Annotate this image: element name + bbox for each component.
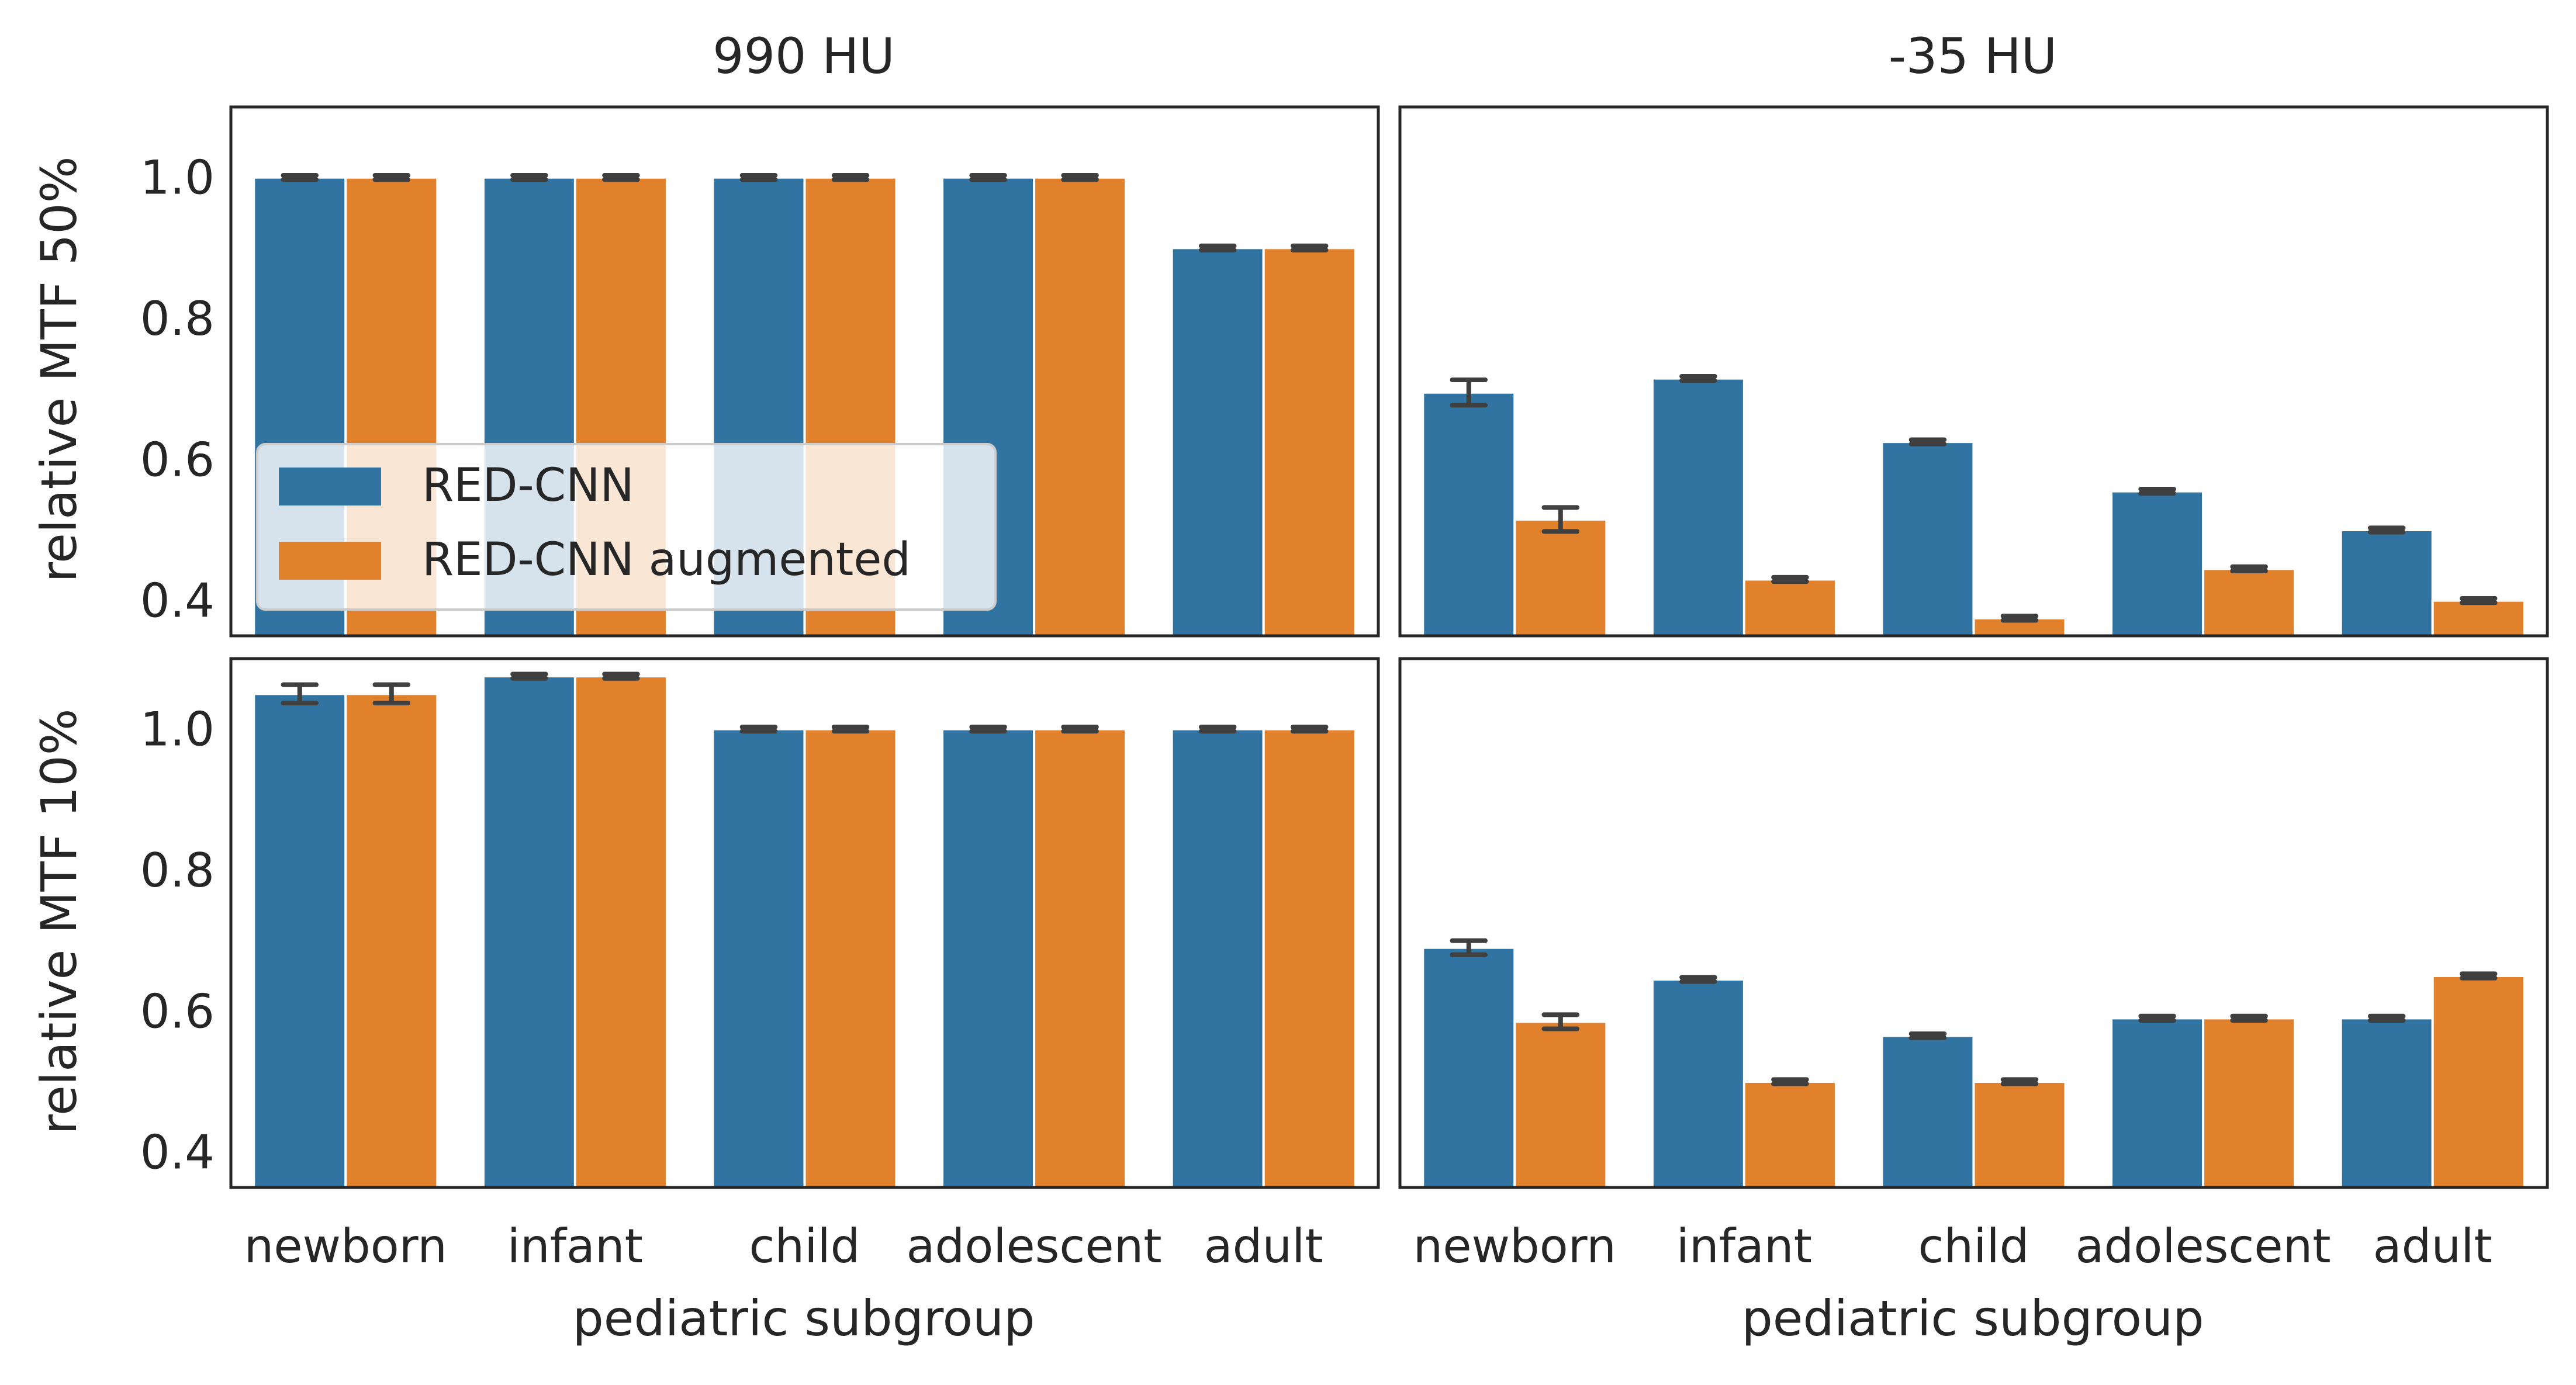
bar-newborn-series-0 <box>1422 946 1516 1187</box>
bar-child-series-0 <box>711 728 806 1187</box>
bar-adolescent-series-1 <box>1033 176 1128 636</box>
bar-adult-series-0 <box>2339 529 2434 636</box>
ytick-label-0: 0.4 <box>140 574 215 628</box>
bars-group <box>1422 946 2526 1187</box>
legend-label-red-cnn: RED-CNN <box>422 459 634 512</box>
legend-swatch-red-cnn-augmented <box>279 542 381 580</box>
bar-adult-series-0 <box>2339 1017 2434 1187</box>
chart-panel-3: newborn infant child adolescent adult <box>1398 657 2549 1273</box>
ylabel-mtf10: relative MTF 10% <box>30 708 88 1134</box>
bar-child-series-0 <box>1880 1034 1975 1187</box>
bar-adolescent-series-0 <box>941 728 1036 1187</box>
bars-group <box>1422 377 2526 636</box>
xtick-label-newborn: newborn <box>244 1219 447 1273</box>
bar-infant-series-1 <box>1742 1081 1837 1187</box>
bar-adolescent-series-1 <box>2202 1017 2297 1187</box>
bar-child-series-1 <box>803 728 898 1187</box>
bar-adult-series-1 <box>1262 728 1357 1187</box>
ytick-label-3: 1.0 <box>140 702 215 757</box>
xtick-label-child: child <box>1918 1219 2029 1273</box>
column-title-990hu: 990 HU <box>713 27 895 85</box>
bar-infant-series-0 <box>1651 377 1745 636</box>
bar-adult-series-1 <box>2431 599 2526 636</box>
xtick-label-newborn: newborn <box>1413 1219 1616 1273</box>
bar-adult-series-1 <box>2431 975 2526 1187</box>
bar-infant-series-1 <box>573 675 668 1187</box>
bar-newborn-series-1 <box>344 692 439 1187</box>
bar-newborn-series-1 <box>1513 1020 1608 1187</box>
legend: RED-CNN RED-CNN augmented <box>256 443 997 611</box>
ytick-label-3: 1.0 <box>140 151 215 205</box>
axes-frame <box>1398 105 2549 638</box>
legend-label-red-cnn-augmented: RED-CNN augmented <box>422 534 911 586</box>
bar-child-series-1 <box>1972 1081 2067 1187</box>
bar-adolescent-series-0 <box>2110 1017 2205 1187</box>
ytick-label-2: 0.8 <box>140 843 215 898</box>
bar-newborn-series-0 <box>253 692 347 1187</box>
bar-adult-series-0 <box>1170 728 1265 1187</box>
bar-infant-series-0 <box>482 675 576 1187</box>
axes-frame <box>229 105 1380 638</box>
bar-adult-series-1 <box>1262 247 1357 636</box>
xtick-label-infant: infant <box>507 1219 643 1273</box>
xtick-label-adult: adult <box>2373 1219 2492 1273</box>
bar-infant-series-0 <box>1651 978 1745 1187</box>
xlabel-left: pediatric subgroup <box>572 1290 1035 1347</box>
ytick-label-0: 0.4 <box>140 1126 215 1180</box>
axes-frame <box>229 657 1380 1189</box>
xlabel-right: pediatric subgroup <box>1741 1290 2204 1347</box>
ytick-label-1: 0.6 <box>140 984 215 1038</box>
bar-adolescent-series-0 <box>2110 490 2205 636</box>
ytick-label-2: 0.8 <box>140 292 215 346</box>
bar-infant-series-1 <box>1742 578 1837 636</box>
chart-panel-1 <box>1398 105 2549 638</box>
axes-frame <box>1398 657 2549 1189</box>
bar-adolescent-series-1 <box>1033 728 1128 1187</box>
bar-newborn-series-0 <box>1422 391 1516 636</box>
legend-swatch-red-cnn <box>279 468 381 505</box>
bar-adult-series-0 <box>1170 247 1265 636</box>
ylabel-mtf50: relative MTF 50% <box>30 156 88 582</box>
column-title-minus35hu: -35 HU <box>1889 27 2058 85</box>
xtick-label-child: child <box>749 1219 860 1273</box>
ytick-label-1: 0.6 <box>140 432 215 487</box>
bars-group <box>253 675 1357 1187</box>
bar-newborn-series-1 <box>1513 518 1608 636</box>
xtick-label-adolescent: adolescent <box>2076 1219 2331 1273</box>
xtick-label-infant: infant <box>1676 1219 1812 1273</box>
legend-frame <box>256 443 997 611</box>
xtick-label-adult: adult <box>1204 1219 1323 1273</box>
bar-adolescent-series-1 <box>2202 567 2297 636</box>
chart-panel-2: newborn infant child adolescent adult 0.4 0.6 0… <box>140 657 1380 1273</box>
chart-panels: 0.4 0.6 0.8 1.0 newborn infant child adolescent… <box>140 105 2549 1273</box>
xtick-label-adolescent: adolescent <box>907 1219 1162 1273</box>
bar-child-series-0 <box>1880 441 1975 636</box>
